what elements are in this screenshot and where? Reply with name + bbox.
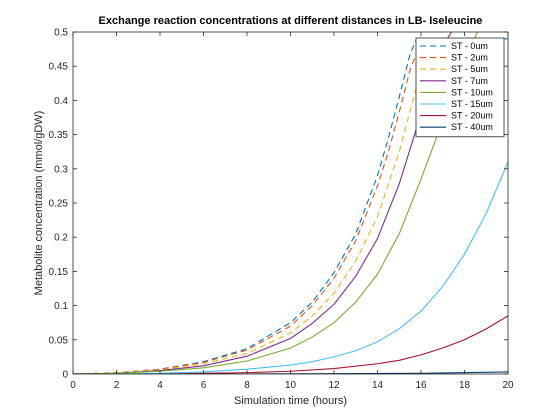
y-tick-label: 0.4 — [54, 96, 68, 107]
legend-entry-4: ST - 10um — [451, 87, 493, 97]
x-tick-label: 20 — [502, 380, 514, 391]
x-tick-label: 16 — [415, 380, 427, 391]
chart-title: Exchange reaction concentrations at diff… — [99, 15, 483, 27]
legend-entry-7: ST - 40um — [451, 122, 493, 132]
y-tick-label: 0.2 — [54, 233, 68, 244]
x-tick-label: 18 — [459, 380, 471, 391]
x-tick-label: 10 — [285, 380, 297, 391]
x-tick-label: 12 — [328, 380, 340, 391]
x-axis-label: Simulation time (hours) — [234, 395, 347, 407]
y-axis-label: Metabolite concentration (mmol/gDW) — [33, 111, 45, 296]
x-tick-label: 14 — [372, 380, 384, 391]
x-tick-label: 4 — [157, 380, 163, 391]
series-line-4 — [73, 32, 479, 374]
x-tick-label: 0 — [70, 380, 76, 391]
series-line-1 — [73, 41, 508, 374]
y-tick-label: 0.15 — [49, 267, 69, 278]
y-tick-label: 0.3 — [54, 164, 68, 175]
y-tick-label: 0.5 — [54, 28, 68, 39]
legend-entry-1: ST - 2um — [451, 53, 488, 63]
series-line-5 — [73, 161, 508, 374]
y-tick-label: 0 — [62, 370, 68, 381]
legend-entry-0: ST - 0um — [451, 41, 488, 51]
ticks: 0 2 4 6 8 10 12 14 16 18 20 0 0.05 0.1 0.15 0.2 0.25 0.3 0… — [49, 28, 514, 392]
y-tick-label: 0.45 — [49, 62, 69, 73]
legend-box — [415, 37, 505, 138]
legend-entry-5: ST - 15um — [451, 99, 493, 109]
y-tick-label: 0.35 — [49, 130, 69, 141]
y-tick-label: 0.05 — [49, 335, 69, 346]
y-tick-label: 0.25 — [49, 199, 69, 210]
x-tick-label: 2 — [114, 380, 120, 391]
legend-entry-6: ST - 20um — [451, 111, 493, 121]
x-tick-label: 6 — [201, 380, 207, 391]
y-tick-label: 0.1 — [54, 301, 68, 312]
legend-entry-3: ST - 7um — [451, 76, 488, 86]
legend-entry-2: ST - 5um — [451, 64, 488, 74]
x-tick-label: 8 — [244, 380, 250, 391]
